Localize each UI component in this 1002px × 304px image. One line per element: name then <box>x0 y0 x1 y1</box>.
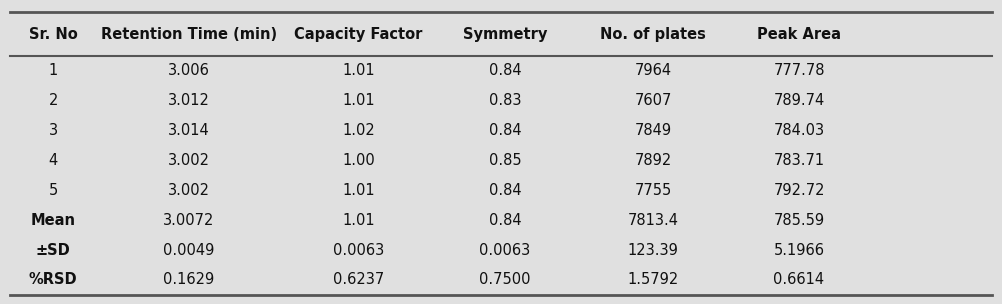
Text: 1.01: 1.01 <box>343 93 375 108</box>
Text: %RSD: %RSD <box>29 272 77 288</box>
Text: 7755: 7755 <box>634 183 671 198</box>
Text: 0.84: 0.84 <box>489 183 521 198</box>
Text: 784.03: 784.03 <box>774 123 825 138</box>
Text: 3.006: 3.006 <box>167 64 209 78</box>
Text: 792.72: 792.72 <box>774 183 825 198</box>
Text: 0.84: 0.84 <box>489 123 521 138</box>
Text: 7607: 7607 <box>634 93 672 108</box>
Text: 3: 3 <box>49 123 58 138</box>
Text: 0.85: 0.85 <box>489 153 521 168</box>
Text: 4: 4 <box>49 153 58 168</box>
Text: 3.0072: 3.0072 <box>163 213 214 228</box>
Text: 5.1966: 5.1966 <box>774 243 825 257</box>
Text: 0.84: 0.84 <box>489 213 521 228</box>
Text: 0.0063: 0.0063 <box>333 243 384 257</box>
Text: 7964: 7964 <box>634 64 671 78</box>
Text: Peak Area: Peak Area <box>758 26 841 42</box>
Text: 123.39: 123.39 <box>628 243 678 257</box>
Text: 1.5792: 1.5792 <box>627 272 678 288</box>
Text: 1: 1 <box>49 64 58 78</box>
Text: 0.83: 0.83 <box>489 93 521 108</box>
Text: 0.0063: 0.0063 <box>479 243 530 257</box>
Text: 3.002: 3.002 <box>167 183 209 198</box>
Text: 5: 5 <box>49 183 58 198</box>
Text: 0.1629: 0.1629 <box>163 272 214 288</box>
Text: 7892: 7892 <box>634 153 671 168</box>
Text: 789.74: 789.74 <box>774 93 825 108</box>
Text: Mean: Mean <box>31 213 76 228</box>
Text: Symmetry: Symmetry <box>463 26 547 42</box>
Text: 7849: 7849 <box>634 123 671 138</box>
Text: 0.6614: 0.6614 <box>774 272 825 288</box>
Text: No. of plates: No. of plates <box>600 26 706 42</box>
Text: 1.02: 1.02 <box>343 123 375 138</box>
Text: 785.59: 785.59 <box>774 213 825 228</box>
Text: ±SD: ±SD <box>36 243 70 257</box>
Text: 0.7500: 0.7500 <box>479 272 531 288</box>
Text: 1.01: 1.01 <box>343 64 375 78</box>
Text: 3.012: 3.012 <box>167 93 209 108</box>
Text: 7813.4: 7813.4 <box>627 213 678 228</box>
Text: 777.78: 777.78 <box>774 64 825 78</box>
Text: 3.002: 3.002 <box>167 153 209 168</box>
Text: Sr. No: Sr. No <box>29 26 77 42</box>
Text: 1.00: 1.00 <box>343 153 375 168</box>
Text: 2: 2 <box>48 93 58 108</box>
Text: 0.84: 0.84 <box>489 64 521 78</box>
Text: Retention Time (min): Retention Time (min) <box>100 26 277 42</box>
Text: Capacity Factor: Capacity Factor <box>295 26 423 42</box>
Text: 0.6237: 0.6237 <box>333 272 384 288</box>
Text: 1.01: 1.01 <box>343 183 375 198</box>
Text: 3.014: 3.014 <box>168 123 209 138</box>
Text: 1.01: 1.01 <box>343 213 375 228</box>
Text: 0.0049: 0.0049 <box>163 243 214 257</box>
Text: 783.71: 783.71 <box>774 153 825 168</box>
